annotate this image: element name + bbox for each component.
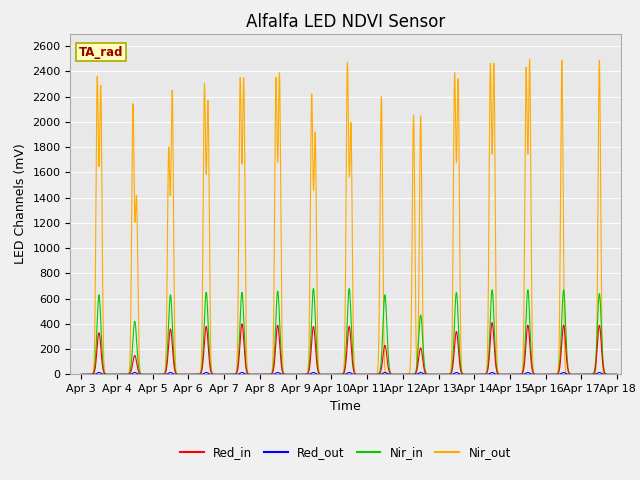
X-axis label: Time: Time: [330, 400, 361, 413]
Text: TA_rad: TA_rad: [79, 46, 123, 59]
Y-axis label: LED Channels (mV): LED Channels (mV): [14, 144, 27, 264]
Title: Alfalfa LED NDVI Sensor: Alfalfa LED NDVI Sensor: [246, 12, 445, 31]
Legend: Red_in, Red_out, Nir_in, Nir_out: Red_in, Red_out, Nir_in, Nir_out: [175, 442, 516, 464]
